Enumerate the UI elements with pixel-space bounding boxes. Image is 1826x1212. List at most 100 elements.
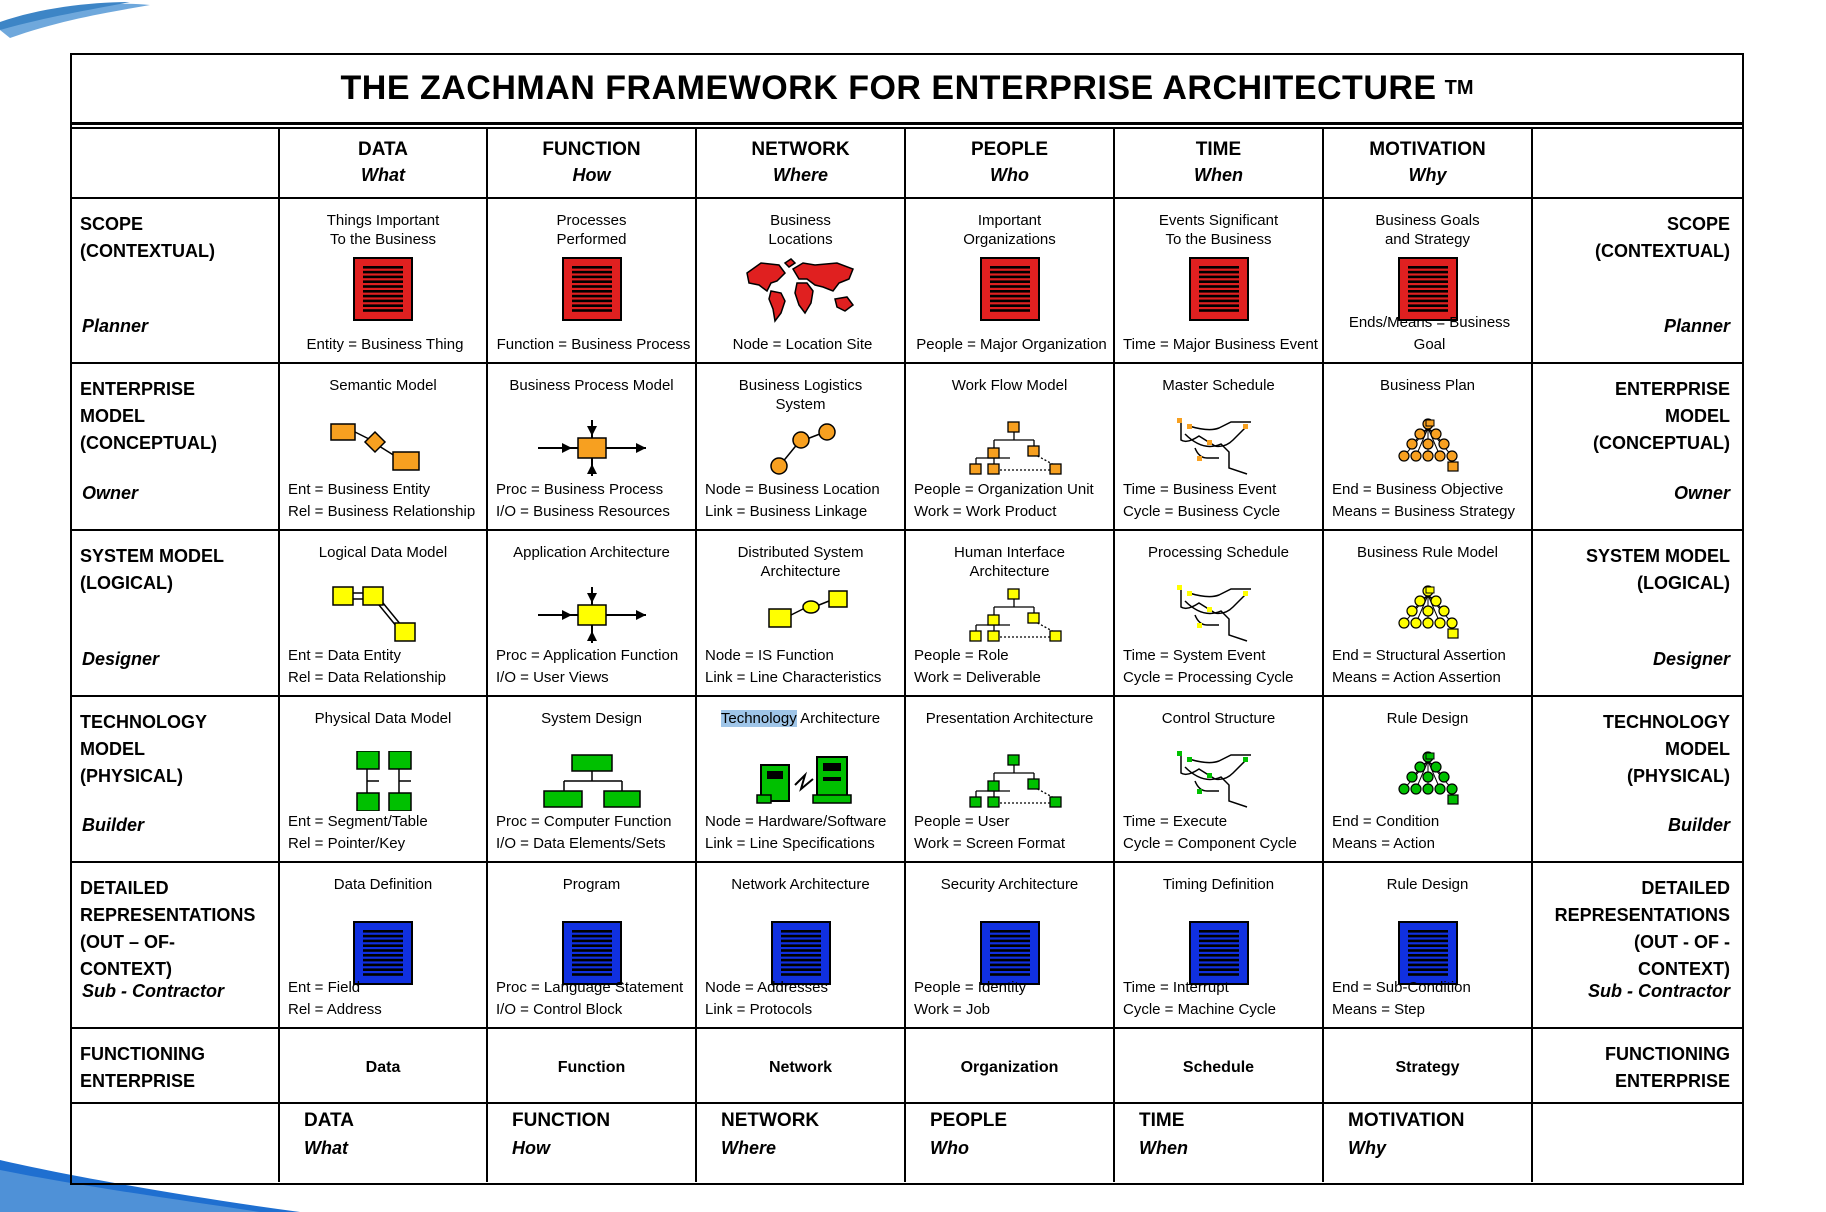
column-footer-data: DATA What: [280, 1104, 488, 1182]
functioning-label: Strategy: [1395, 1059, 1460, 1076]
row-label: MODEL: [80, 739, 145, 759]
column-question: How: [512, 1138, 550, 1158]
cell-footer-line: Function = Business Process: [496, 336, 691, 353]
cell-footer-line: Ends/Means = Business Goal: [1348, 314, 1511, 353]
column-question: What: [361, 165, 405, 185]
cell-time-1: Master Schedule Time = Business Event Cycl…: [1115, 364, 1324, 531]
column-header-network: NETWORK Where: [697, 129, 906, 199]
row-label: TECHNOLOGY: [1602, 712, 1730, 732]
row-label: MODEL: [1665, 739, 1730, 759]
column-footer-people: PEOPLE Who: [906, 1104, 1115, 1182]
column-name: MOTIVATION: [1348, 1110, 1465, 1131]
cell-footer-line: I/O = User Views: [496, 669, 609, 686]
cell-data-1: Semantic Model Ent = Business Entity Rel =…: [280, 364, 488, 531]
cell-footer-line: Link = Protocols: [705, 1001, 813, 1018]
row-role: Designer: [82, 649, 160, 669]
cell-footer-line: Rel = Data Relationship: [288, 669, 447, 686]
schedule-icon: [1159, 585, 1279, 645]
column-name: FUNCTION: [542, 139, 641, 160]
column-name: NETWORK: [751, 139, 850, 160]
cell-title-line: Control Structure: [1161, 710, 1276, 727]
cell-footer-line: Node = Hardware/Software: [705, 813, 887, 830]
cell-title: Presentation Architecture: [906, 709, 1113, 728]
process-arrows-icon: [532, 418, 652, 478]
cell-footer-line: Cycle = Component Cycle: [1123, 835, 1297, 852]
cell-data-2: Logical Data Model Ent = Data Entity Rel =…: [280, 531, 488, 697]
cell-title: Control Structure: [1115, 709, 1322, 728]
cell-footer-line: Cycle = Processing Cycle: [1123, 669, 1294, 686]
cell-footer-line: Time = Execute: [1123, 813, 1228, 830]
cell-title-line: Distributed System: [737, 544, 864, 561]
cell-footer: Node = Business Location Link = Business …: [705, 479, 900, 523]
cell-footer-line: Node = Location Site: [732, 336, 873, 353]
cell-footer-line: People = Role: [914, 647, 1009, 664]
cell-motivation-0: Business Goals and Strategy Ends/Means = B…: [1324, 199, 1533, 364]
row-role: Builder: [1667, 815, 1730, 835]
cell-title: Business Locations: [697, 211, 904, 249]
cell-footer: Proc = Language Statement I/O = Control B…: [496, 977, 691, 1021]
cell-people-3: Presentation Architecture People = User Wo…: [906, 697, 1115, 863]
org-chart-icon: [950, 751, 1070, 811]
org-chart-icon: [950, 418, 1070, 478]
row-role: Planner: [1663, 316, 1730, 336]
column-question: Who: [930, 1138, 969, 1158]
cell-title: Events Significant To the Business: [1115, 211, 1322, 249]
cell-data-0: Things Important To the Business Entity = …: [280, 199, 488, 364]
row-header-right-3: TECHNOLOGY MODEL (PHYSICAL) Builder: [1533, 697, 1742, 863]
cell-footer-line: People = Major Organization: [916, 336, 1107, 353]
cell-footer: Ent = Business Entity Rel = Business Rela…: [288, 479, 482, 523]
cell-title: Rule Design: [1324, 875, 1531, 894]
column-name: MOTIVATION: [1369, 139, 1486, 160]
cell-title: Business Rule Model: [1324, 543, 1531, 562]
cell-time-3: Control Structure Time = Execute Cycle = C…: [1115, 697, 1324, 863]
cell-title-line: Organizations: [963, 231, 1056, 248]
row-label: SCOPE: [80, 214, 144, 234]
cell-footer-line: Ent = Segment/Table: [288, 813, 428, 830]
column-name: FUNCTION: [512, 1110, 611, 1131]
cell-data-4: Data Definition Ent = Field Rel = Address: [280, 863, 488, 1029]
trademark-mark: TM: [1444, 77, 1474, 99]
cell-footer-line: People = Identity: [914, 979, 1027, 996]
cell-function-0: Processes Performed Function = Business Pr…: [488, 199, 697, 364]
column-name: DATA: [358, 139, 408, 160]
column-header-function: FUNCTION How: [488, 129, 697, 199]
cell-footer-line: Time = Business Event: [1123, 481, 1277, 498]
row-label: SCOPE: [1666, 214, 1730, 234]
column-footer-motivation: MOTIVATION Why: [1324, 1104, 1533, 1182]
row-header-left-3: TECHNOLOGY MODEL (PHYSICAL) Builder: [72, 697, 280, 863]
world-map-icon: [741, 255, 861, 325]
cell-footer-line: Means = Business Strategy: [1332, 503, 1516, 520]
cell-title-line: Important: [977, 212, 1042, 229]
cell-footer: End = Structural Assertion Means = Action…: [1332, 645, 1527, 689]
cell-title: Business Plan: [1324, 376, 1531, 395]
cell-footer: Node = Hardware/Software Link = Line Spec…: [705, 811, 900, 855]
cell-title-line: Business Goals: [1375, 212, 1480, 229]
row-label: ENTERPRISE: [80, 379, 196, 399]
blue-document-icon: [1397, 921, 1458, 985]
cell-title-line: Program: [562, 876, 621, 893]
row-label: SYSTEM MODEL: [80, 546, 225, 566]
cell-title-line: System Design: [541, 710, 642, 727]
column-question: How: [572, 165, 611, 185]
cell-title-line: and Strategy: [1384, 231, 1471, 248]
cell-title-line: Events Significant: [1158, 212, 1279, 229]
cell-footer: People = Organization Unit Work = Work Pr…: [914, 479, 1109, 523]
corner-bottom-right: [1533, 1104, 1742, 1182]
cell-functioning-5: Strategy: [1324, 1029, 1533, 1104]
row-role: Owner: [1673, 483, 1730, 503]
process-arrows-icon: [532, 585, 652, 645]
cell-footer-line: End = Business Objective: [1332, 481, 1504, 498]
cell-footer: Node = IS Function Link = Line Characteri…: [705, 645, 900, 689]
functioning-label: Network: [768, 1059, 833, 1076]
pyramid-tree-icon: [1368, 751, 1488, 811]
cell-footer: Proc = Business Process I/O = Business Re…: [496, 479, 691, 523]
column-name: DATA: [304, 1110, 354, 1131]
page-title: THE ZACHMAN FRAMEWORK FOR ENTERPRISE ARC…: [340, 69, 1437, 107]
cell-title: Logical Data Model: [280, 543, 486, 562]
framework-frame: THE ZACHMAN FRAMEWORK FOR ENTERPRISE ARC…: [70, 53, 1744, 1185]
blue-document-icon: [561, 921, 622, 985]
cell-footer: Proc = Computer Function I/O = Data Eleme…: [496, 811, 691, 855]
cell-function-4: Program Proc = Language Statement I/O = Co…: [488, 863, 697, 1029]
cell-title: Processing Schedule: [1115, 543, 1322, 562]
row-label: (LOGICAL): [80, 573, 173, 593]
